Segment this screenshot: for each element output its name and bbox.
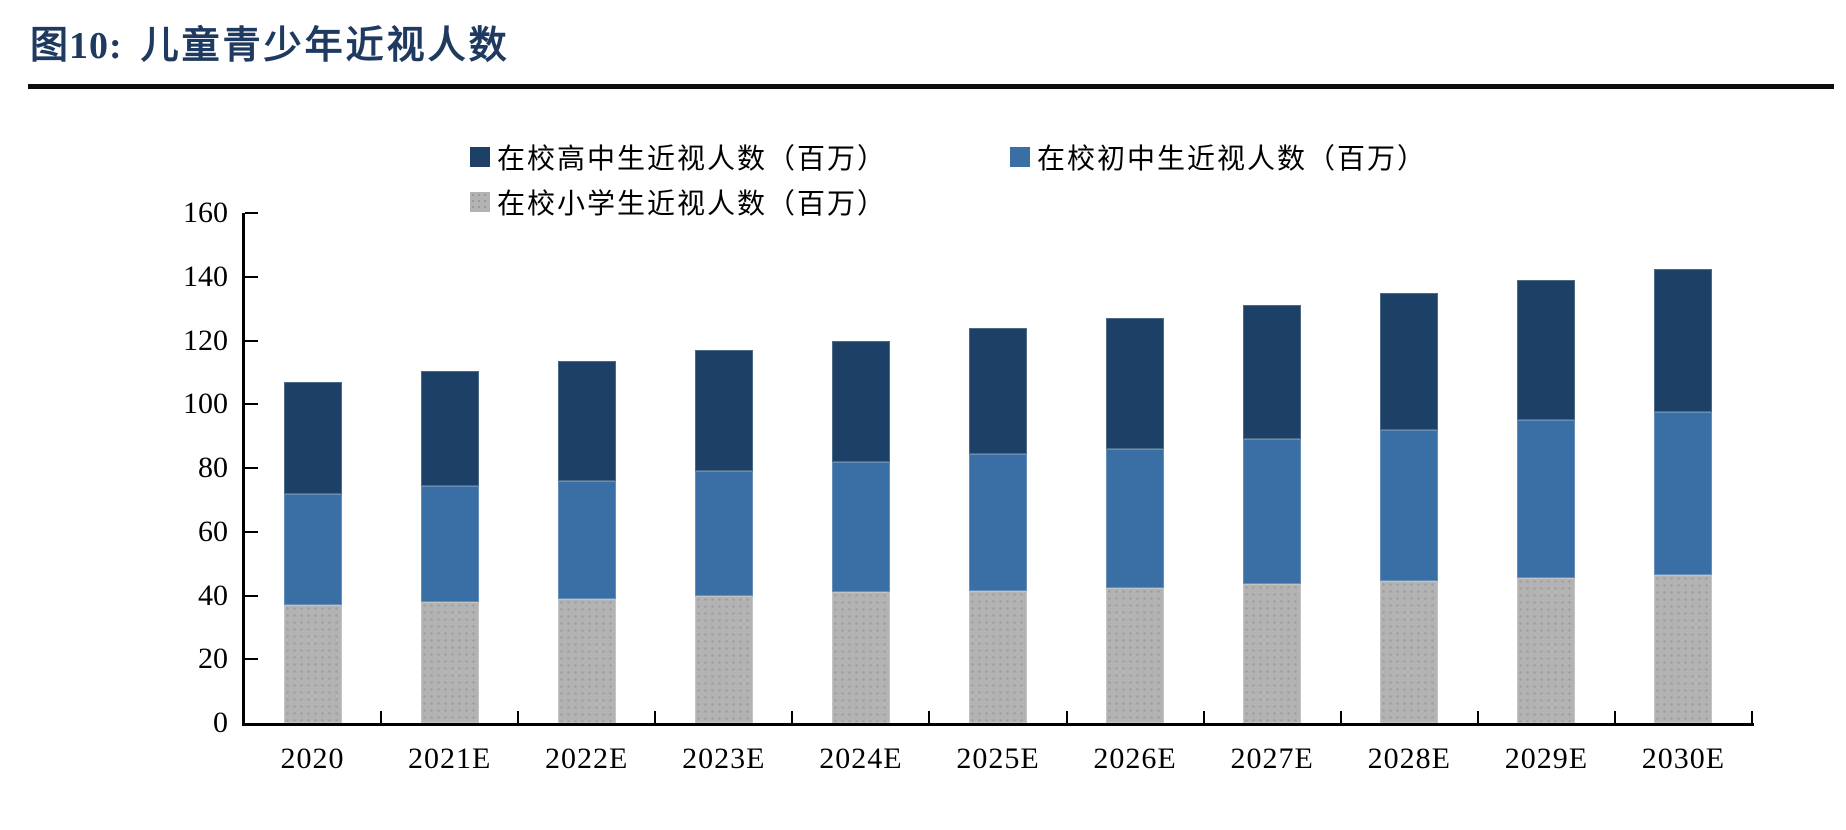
x-tick-label: 2026E (1093, 742, 1177, 775)
bar-segment-junior (1243, 439, 1302, 585)
bar-segment-primary (831, 592, 890, 723)
bar-segment-junior (831, 461, 890, 593)
y-tick (245, 212, 258, 214)
bar-segment-junior (694, 471, 753, 596)
legend-label-junior: 在校初中生近视人数（百万） (1037, 144, 1428, 175)
y-tick (245, 275, 258, 278)
bar-segment-senior (1243, 305, 1302, 440)
bar-segment-primary (1243, 584, 1302, 723)
y-tick (245, 530, 258, 533)
legend-marker-junior (1010, 147, 1030, 167)
bar-segment-primary (1380, 581, 1439, 723)
x-tick (1202, 711, 1205, 723)
bar-segment-junior (557, 480, 616, 599)
x-tick (380, 711, 383, 723)
y-tick-label: 40 (198, 578, 228, 612)
y-tick (245, 594, 258, 597)
bar-segment-primary (1654, 574, 1713, 723)
legend-item-primary: 在校小学生近视人数（百万） (470, 186, 887, 220)
bar-segment-senior (420, 370, 479, 486)
bar-segment-primary (420, 601, 479, 723)
bar-segment-junior (1654, 412, 1713, 575)
title-rule-divider (28, 84, 1834, 89)
bar-segment-senior (694, 350, 753, 472)
x-tick (1065, 711, 1068, 723)
x-tick-label: 2020 (280, 742, 345, 775)
y-tick-label: 20 (198, 642, 228, 676)
x-tick (1476, 711, 1479, 723)
bar-segment-senior (1654, 268, 1713, 413)
figure-title: 图10: 儿童青少年近视人数 (30, 14, 510, 69)
x-tick-label: 2024E (819, 742, 903, 775)
y-axis-line (242, 213, 245, 726)
bar-segment-senior (1106, 318, 1165, 449)
x-tick-label: 2029E (1504, 742, 1589, 775)
x-tick (243, 711, 245, 723)
x-axis-line (242, 723, 1754, 726)
figure-title-text: 儿童青少年近视人数 (140, 25, 510, 67)
x-tick (517, 711, 520, 723)
y-tick-label: 160 (183, 196, 228, 229)
x-tick (1751, 711, 1753, 723)
bar-segment-primary (1106, 587, 1165, 723)
y-tick (245, 403, 258, 406)
bar-segment-senior (1517, 279, 1576, 421)
x-tick-label: 2025E (956, 742, 1040, 775)
y-tick (245, 467, 258, 469)
bar-segment-senior (557, 361, 616, 481)
x-tick-label: 2023E (682, 742, 766, 775)
y-tick-label: 0 (213, 706, 228, 739)
legend-item-senior: 在校高中生近视人数（百万） (470, 141, 887, 175)
bar-segment-junior (420, 485, 479, 602)
bar-segment-senior (1380, 292, 1439, 430)
bar-segment-junior (1380, 429, 1439, 582)
bar-segment-primary (1517, 577, 1576, 723)
bar-segment-primary (557, 598, 616, 723)
x-tick (791, 711, 794, 723)
x-tick-label: 2021E (407, 742, 492, 775)
bar-segment-primary (694, 595, 753, 723)
bar-segment-junior (969, 453, 1027, 591)
y-tick (245, 339, 258, 342)
bar-segment-senior (831, 340, 890, 462)
bar-segment-primary (969, 590, 1027, 723)
y-tick-label: 120 (183, 323, 228, 357)
bar-segment-junior (1517, 420, 1576, 578)
x-tick (928, 711, 931, 723)
x-tick (1339, 711, 1342, 723)
bar-segment-junior (1106, 448, 1165, 588)
bar-segment-senior (969, 327, 1027, 454)
legend-item-junior: 在校初中生近视人数（百万） (1010, 141, 1427, 175)
bar-segment-primary (283, 605, 342, 723)
bar-segment-junior (283, 493, 342, 606)
y-tick-label: 100 (183, 387, 228, 421)
y-tick-label: 80 (198, 451, 228, 484)
legend-label-senior: 在校高中生近视人数（百万） (497, 144, 888, 175)
x-tick-label: 2028E (1367, 742, 1451, 775)
y-tick-label: 60 (198, 514, 228, 548)
x-tick-label: 2022E (545, 742, 629, 775)
x-tick (654, 711, 657, 723)
figure-number-label: 图10: (30, 25, 123, 67)
y-tick (245, 658, 258, 661)
legend-marker-primary (470, 192, 490, 212)
x-tick (1613, 711, 1616, 723)
legend-label-primary: 在校小学生近视人数（百万） (497, 189, 888, 220)
bar-segment-senior (283, 381, 342, 494)
x-tick-label: 2027E (1230, 742, 1314, 775)
legend-marker-senior (470, 147, 490, 167)
y-tick-label: 140 (183, 259, 228, 293)
x-tick-label: 2030E (1641, 742, 1726, 775)
